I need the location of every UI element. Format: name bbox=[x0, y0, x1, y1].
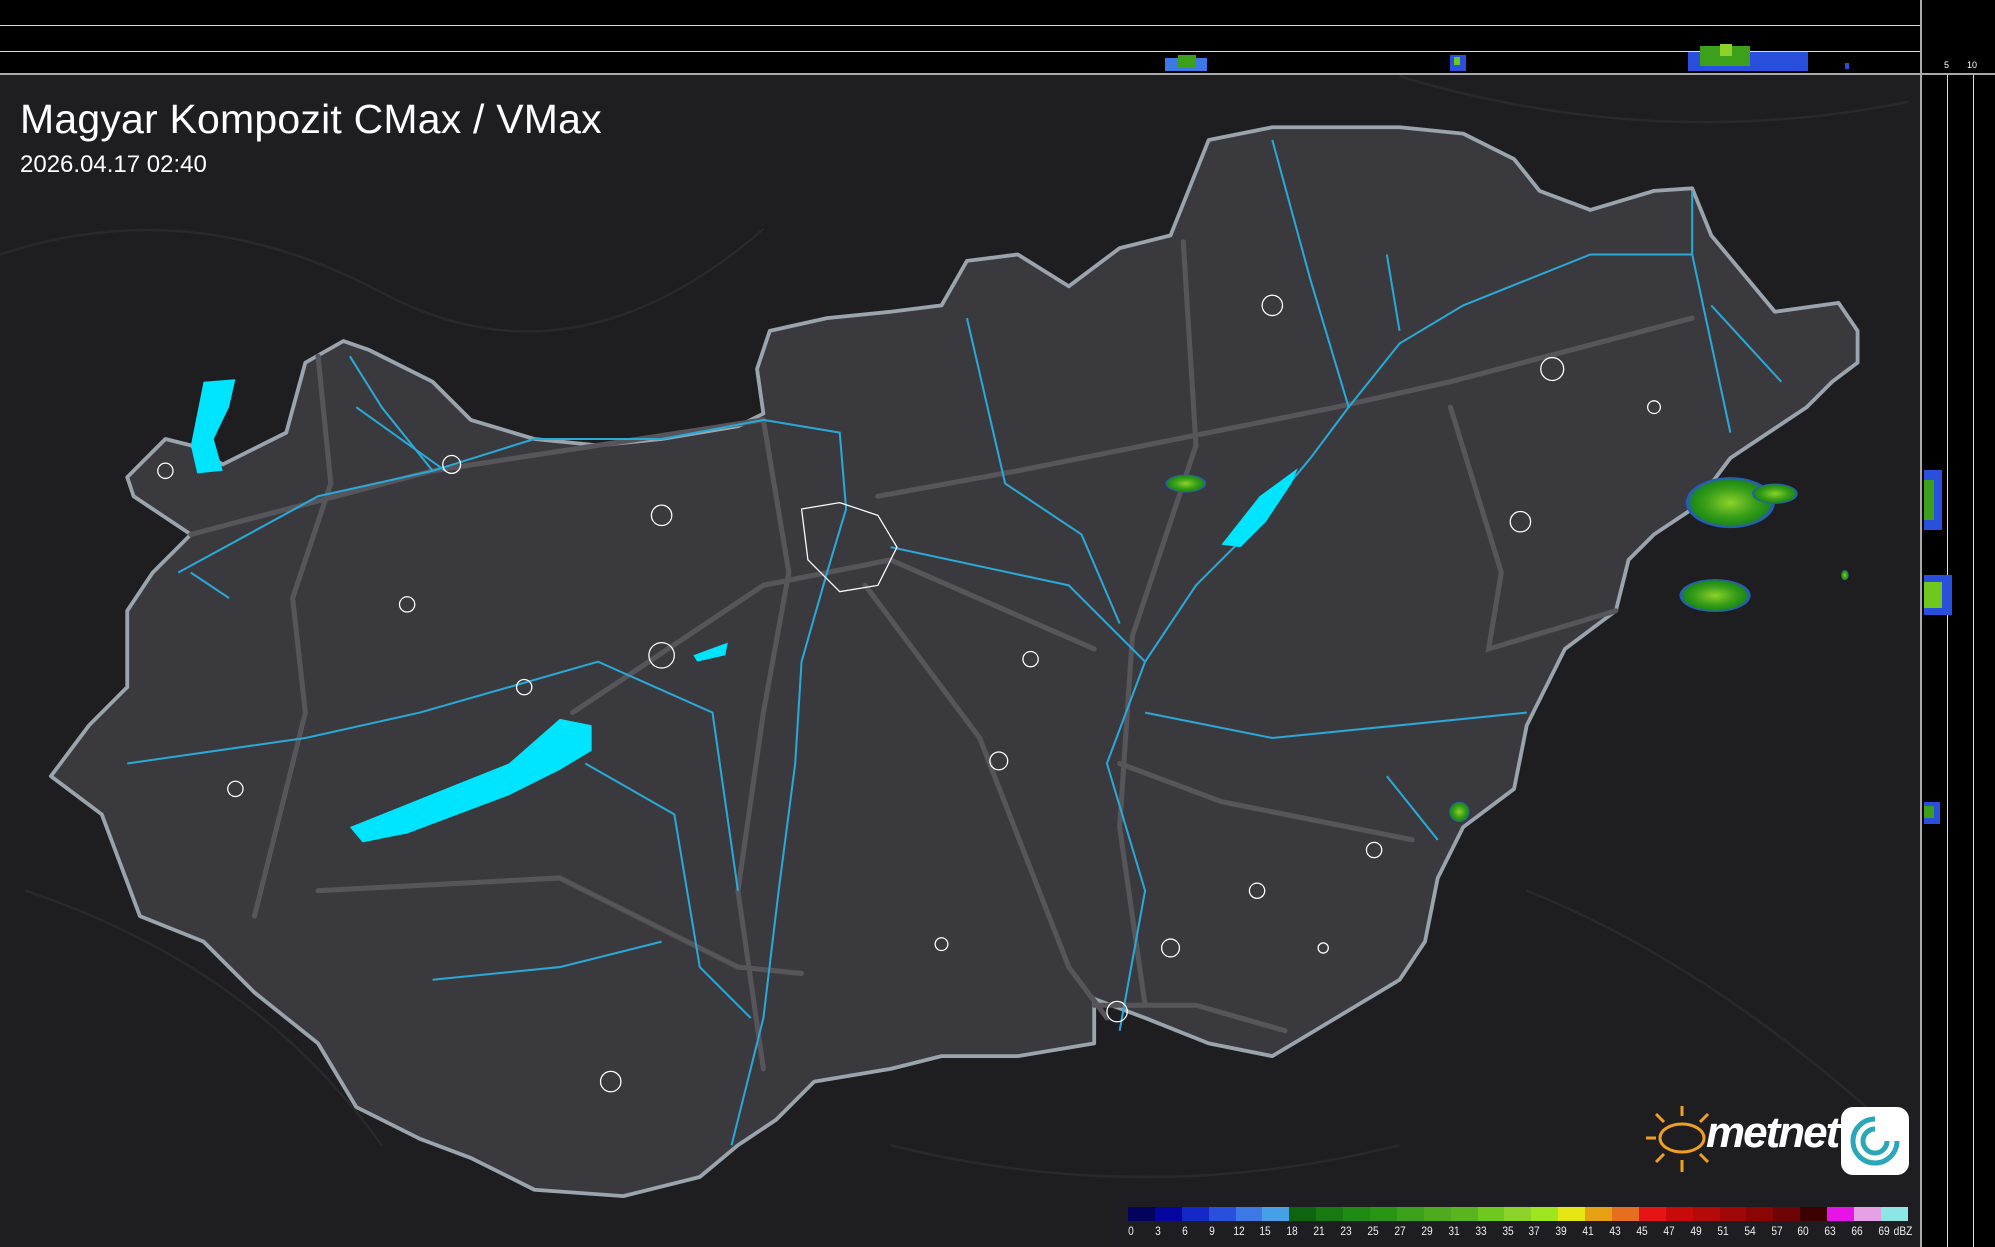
colorbar-segment bbox=[1854, 1207, 1881, 1221]
colorbar-label: 0 bbox=[1128, 1224, 1134, 1238]
colorbar-segment bbox=[1128, 1207, 1155, 1221]
colorbar-segment bbox=[1719, 1207, 1747, 1221]
colorbar-label: 12 bbox=[1232, 1224, 1245, 1238]
colorbar-label: 63 bbox=[1824, 1224, 1836, 1238]
metnet-logo: metnet bbox=[1636, 1102, 1911, 1178]
side-profile-panel bbox=[1920, 0, 1995, 1247]
colorbar-label: 60 bbox=[1797, 1224, 1810, 1238]
colorbar-segment bbox=[1289, 1207, 1317, 1221]
colorbar-label: 51 bbox=[1717, 1224, 1729, 1238]
colorbar-label: 54 bbox=[1743, 1224, 1756, 1238]
colorbar-labels: 0 3 6 9 12 15 18 21 23 25 27 29 31 33 35 37 39 41 43 45 47 49… bbox=[1128, 1224, 1928, 1240]
colorbar-label: 23 bbox=[1340, 1224, 1352, 1238]
map-timestamp: 2026.04.17 02:40 bbox=[20, 151, 207, 178]
colorbar-segment bbox=[1800, 1207, 1828, 1221]
colorbar-label: 39 bbox=[1555, 1224, 1568, 1238]
colorbar-segment bbox=[1880, 1207, 1908, 1221]
colorbar-label: 45 bbox=[1636, 1224, 1648, 1238]
lake-balaton bbox=[349, 718, 592, 843]
sun-icon bbox=[1646, 1106, 1710, 1172]
rivers bbox=[127, 139, 1783, 1146]
colorbar-label: 3 bbox=[1155, 1224, 1161, 1238]
danube-river bbox=[349, 355, 848, 1146]
lake-velence bbox=[693, 642, 728, 662]
colorbar-segment bbox=[1638, 1207, 1666, 1221]
lake-ferto bbox=[190, 379, 236, 474]
hungary-outline bbox=[48, 125, 1860, 1199]
radar-echoes bbox=[1165, 474, 1849, 823]
map-title: Magyar Kompozit CMax / VMax bbox=[20, 96, 602, 142]
colorbar-segment bbox=[1477, 1207, 1505, 1221]
colorbar-label: 69 bbox=[1878, 1224, 1890, 1238]
colorbar-label: 9 bbox=[1208, 1224, 1215, 1238]
colorbar-label: 33 bbox=[1474, 1224, 1487, 1238]
colorbar-segment bbox=[1208, 1207, 1236, 1221]
colorbar-segment bbox=[1692, 1207, 1720, 1221]
top-profile-echoes bbox=[1165, 44, 1849, 71]
lake-tisza bbox=[1221, 468, 1298, 548]
logo-text: metnet bbox=[1706, 1108, 1840, 1157]
colorbar-label: 43 bbox=[1609, 1224, 1621, 1238]
colorbar-segment bbox=[1531, 1207, 1559, 1221]
colorbar-segment bbox=[1585, 1207, 1613, 1221]
terrain-texture bbox=[0, 75, 1910, 1179]
colorbar-segment bbox=[1316, 1207, 1344, 1221]
colorbar-segment bbox=[1370, 1207, 1397, 1221]
colorbar-segment bbox=[1612, 1207, 1639, 1221]
colorbar-label: 6 bbox=[1181, 1224, 1188, 1238]
colorbar-label: 15 bbox=[1259, 1224, 1272, 1238]
colorbar-label: 27 bbox=[1394, 1224, 1406, 1238]
colorbar-segment bbox=[1181, 1207, 1209, 1221]
colorbar-label: 49 bbox=[1690, 1224, 1702, 1238]
colorbar-label: 25 bbox=[1367, 1224, 1379, 1238]
colorbar-label: 47 bbox=[1663, 1224, 1675, 1238]
swirl-badge-icon bbox=[1841, 1107, 1909, 1175]
colorbar-label: 21 bbox=[1313, 1224, 1325, 1238]
side-profile-echoes bbox=[1924, 470, 1952, 824]
lakes bbox=[190, 379, 1298, 843]
colorbar-label: 31 bbox=[1448, 1224, 1460, 1238]
colorbar-segment bbox=[1504, 1207, 1532, 1221]
colorbar-segment bbox=[1665, 1207, 1693, 1221]
colorbar-segment bbox=[1154, 1207, 1182, 1221]
colorbar-label: 29 bbox=[1421, 1224, 1433, 1238]
colorbar-label: 66 bbox=[1851, 1224, 1863, 1238]
colorbar-segment bbox=[1235, 1207, 1263, 1221]
colorbar-label: 57 bbox=[1770, 1224, 1783, 1238]
colorbar-label: 18 bbox=[1286, 1224, 1299, 1238]
colorbar-label: 41 bbox=[1582, 1224, 1594, 1238]
colorbar-segment bbox=[1558, 1207, 1586, 1221]
side-tick-10: 10 bbox=[1967, 60, 1978, 70]
colorbar-segment bbox=[1450, 1207, 1478, 1221]
colorbar-label: 37 bbox=[1528, 1224, 1541, 1238]
colorbar-unit: dBZ bbox=[1893, 1224, 1913, 1238]
colorbar-label: 35 bbox=[1501, 1224, 1514, 1238]
tisza-river bbox=[1105, 190, 1694, 1031]
colorbar-segment bbox=[1773, 1207, 1801, 1221]
settlements bbox=[157, 294, 1662, 1093]
colorbar-segment bbox=[1343, 1207, 1371, 1221]
colorbar-segment bbox=[1746, 1207, 1774, 1221]
top-profile-panel: 10 5 bbox=[0, 0, 1935, 75]
colorbar bbox=[1128, 1207, 1908, 1221]
colorbar-segment bbox=[1396, 1207, 1424, 1221]
colorbar-segment bbox=[1262, 1207, 1290, 1221]
colorbar-segment bbox=[1423, 1207, 1451, 1221]
profile-corner: 5 10 bbox=[1920, 0, 1995, 75]
side-tick-5: 5 bbox=[1944, 60, 1950, 70]
colorbar-segment bbox=[1827, 1207, 1855, 1221]
